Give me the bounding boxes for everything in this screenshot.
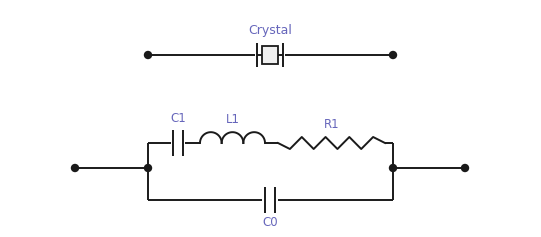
Text: C1: C1 [170, 112, 186, 125]
Circle shape [390, 51, 397, 59]
Circle shape [144, 164, 151, 172]
Text: Crystal: Crystal [248, 24, 292, 37]
Circle shape [71, 164, 78, 172]
FancyBboxPatch shape [262, 46, 278, 64]
Text: L1: L1 [226, 113, 240, 126]
Circle shape [390, 164, 397, 172]
Circle shape [461, 164, 469, 172]
Text: C0: C0 [262, 216, 278, 229]
Text: R1: R1 [324, 118, 339, 131]
Circle shape [144, 51, 151, 59]
